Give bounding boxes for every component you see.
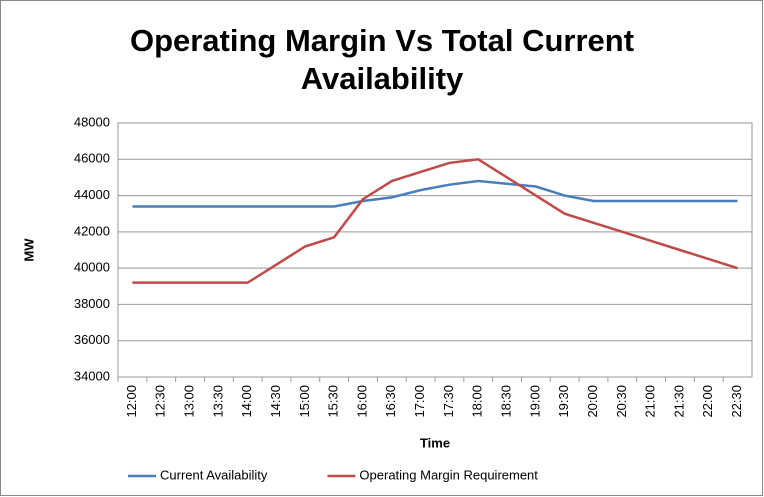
y-tick-label: 42000 — [74, 223, 110, 238]
x-tick-label: 17:00 — [412, 385, 427, 418]
x-tick-label: 19:00 — [527, 385, 542, 418]
y-tick-label: 38000 — [74, 296, 110, 311]
x-tick-label: 18:30 — [498, 385, 513, 418]
x-tick-label: 13:00 — [181, 385, 196, 418]
x-tick-label: 21:00 — [643, 385, 658, 418]
chart-title: Operating Margin Vs Total Current Availa… — [129, 23, 635, 96]
series-line — [132, 179, 738, 208]
y-tick-label: 48000 — [74, 114, 110, 129]
x-tick-label: 14:30 — [268, 385, 283, 418]
x-tick-label: 19:30 — [556, 385, 571, 418]
x-tick-label: 20:30 — [614, 385, 629, 418]
plot-border — [117, 122, 753, 378]
x-tick-label: 22:00 — [700, 385, 715, 418]
x-tick-label: 21:30 — [671, 385, 686, 418]
y-tick-label: 34000 — [74, 368, 110, 383]
x-tick-label: 15:00 — [297, 385, 312, 418]
y-tick-label: 36000 — [74, 332, 110, 347]
x-tick-label: 20:00 — [585, 385, 600, 418]
series-line — [132, 157, 738, 284]
x-tick-label: 18:00 — [470, 385, 485, 418]
y-tick-label: 44000 — [74, 187, 110, 202]
x-tick-label: 12:00 — [124, 385, 139, 418]
y-tick-label: 40000 — [74, 260, 110, 275]
legend-label: Operating Margin Requirement — [359, 467, 538, 482]
x-tick-label: 15:30 — [326, 385, 341, 418]
x-axis-label: Time — [420, 435, 450, 450]
x-tick-label: 16:30 — [383, 385, 398, 418]
legend-label: Current Availability — [160, 467, 268, 482]
x-tick-label: 22:30 — [729, 385, 744, 418]
x-tick-label: 17:30 — [441, 385, 456, 418]
y-axis-label: MW — [21, 238, 36, 262]
x-tick-label: 16:00 — [354, 385, 369, 418]
y-tick-label: 46000 — [74, 151, 110, 166]
x-tick-label: 14:00 — [239, 385, 254, 418]
x-tick-label: 13:30 — [210, 385, 225, 418]
x-tick-label: 12:30 — [153, 385, 168, 418]
